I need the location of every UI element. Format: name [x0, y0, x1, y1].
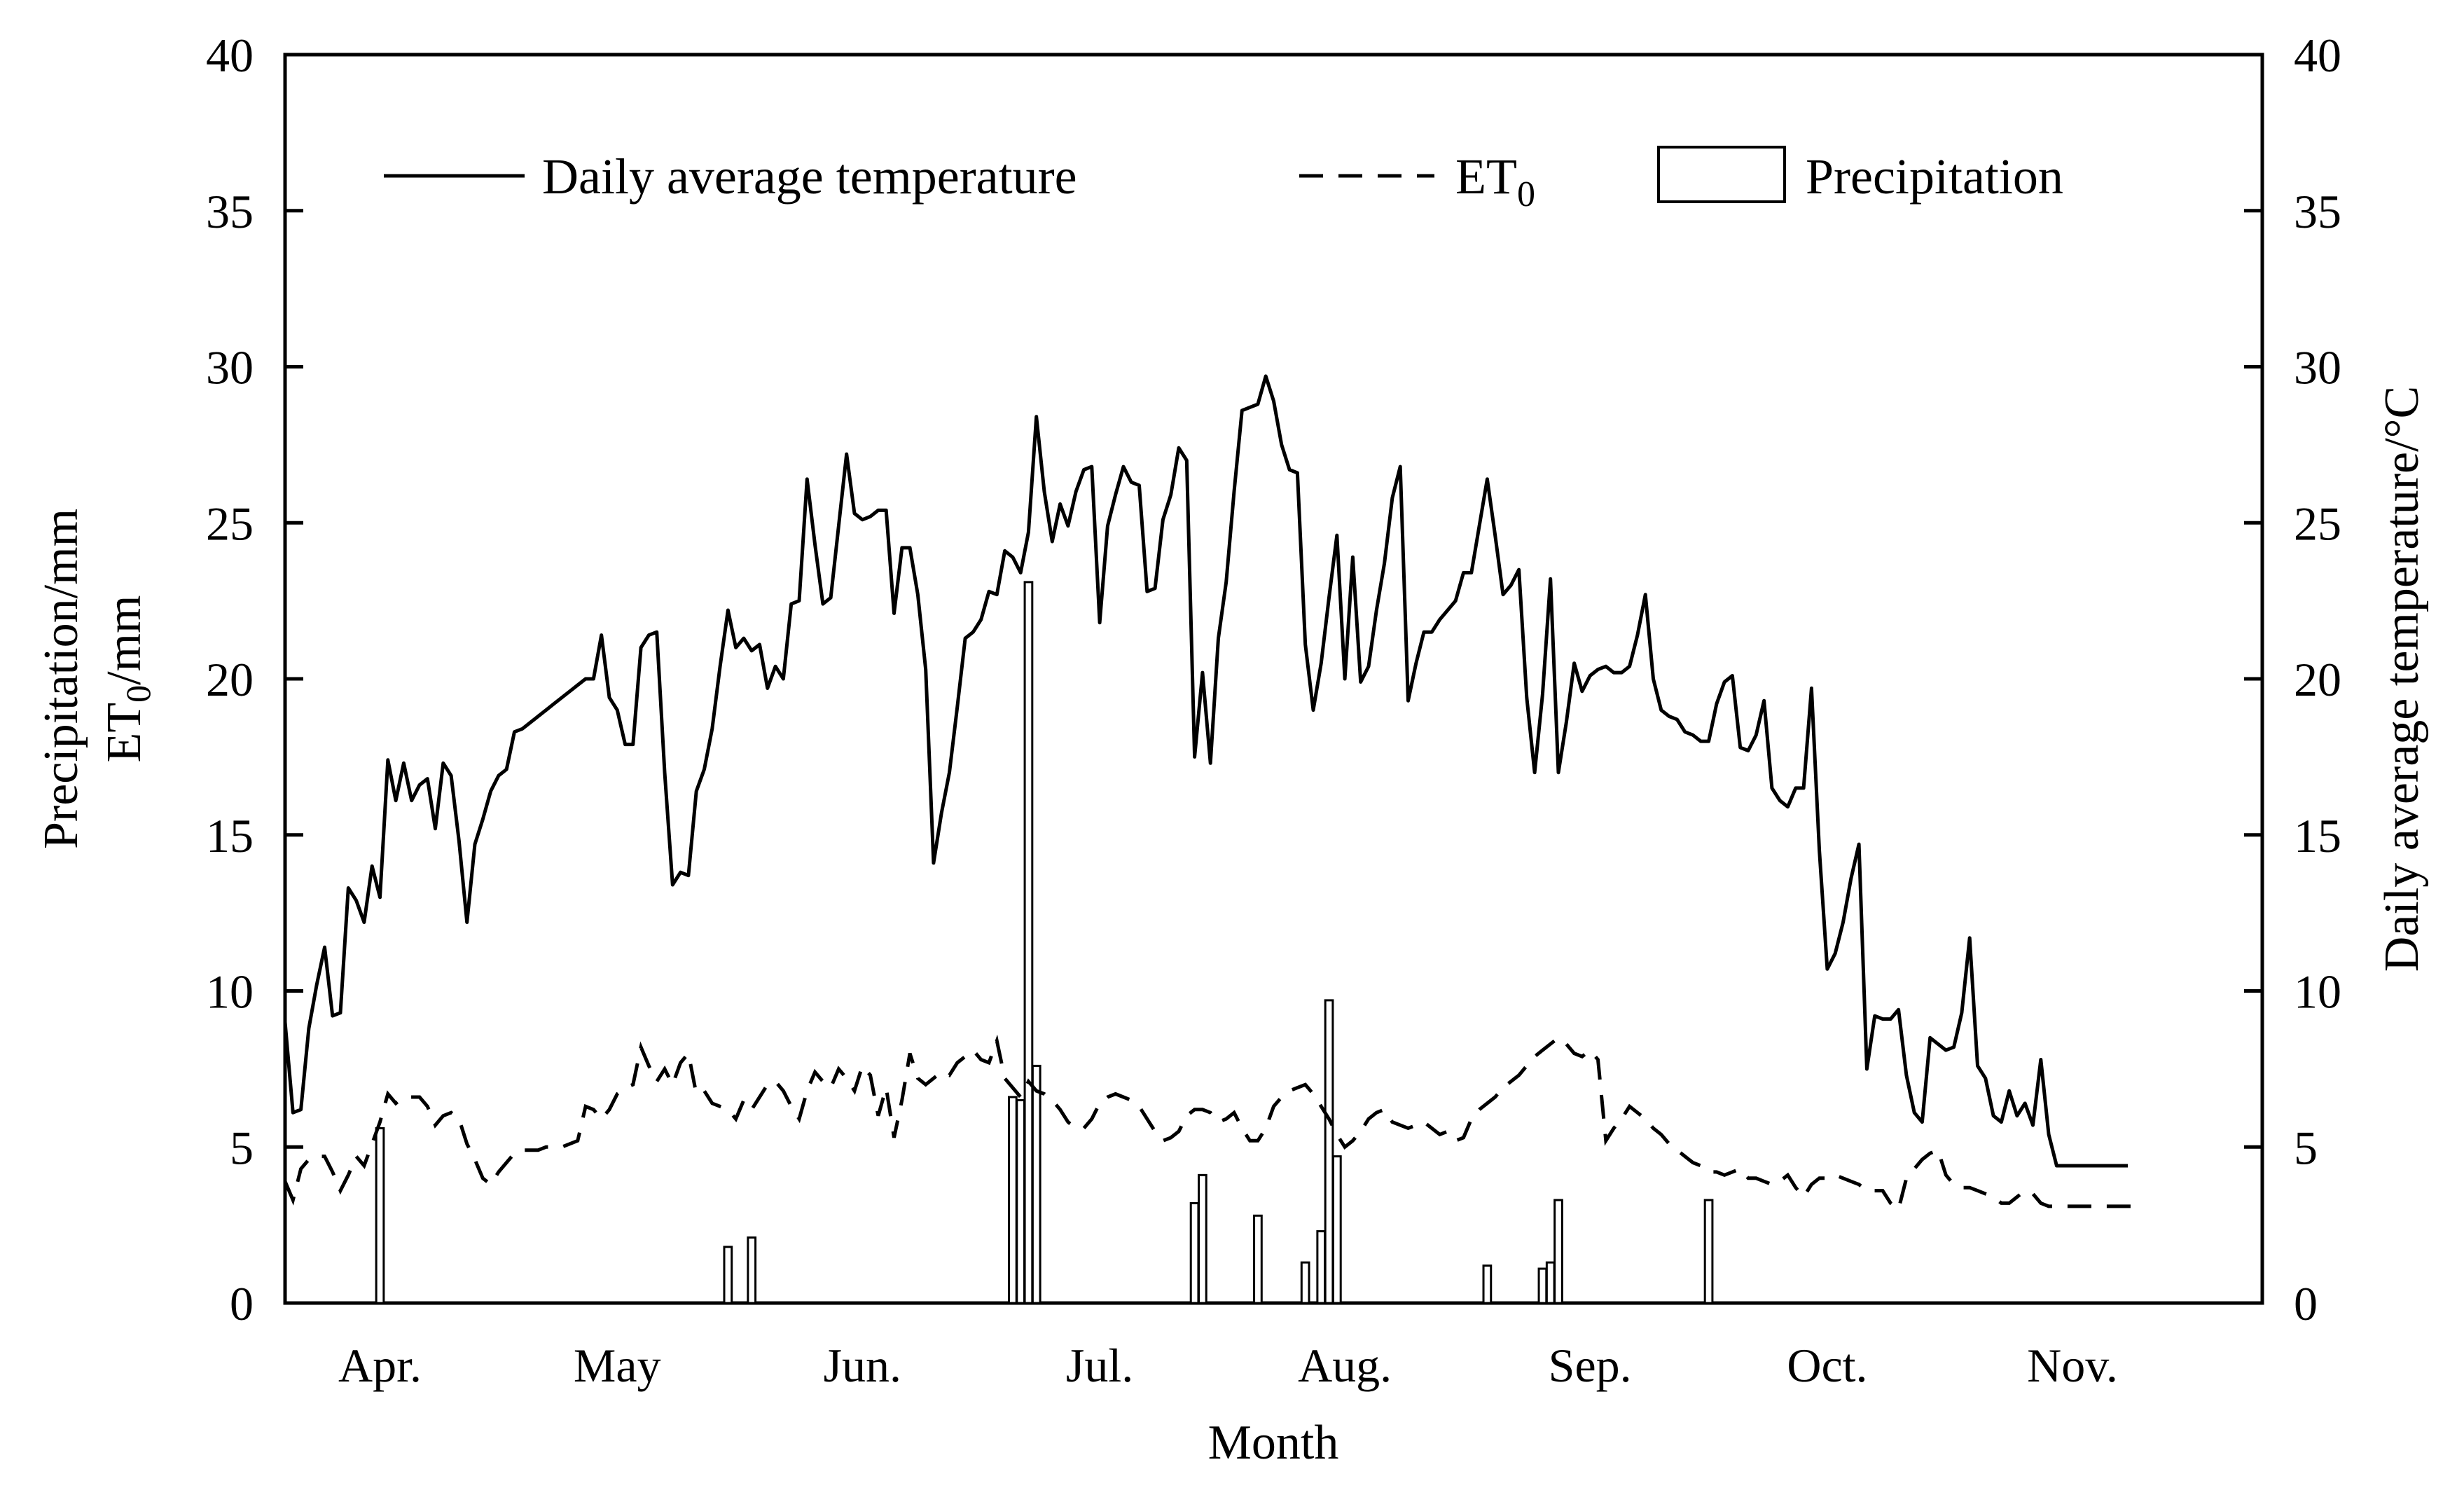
- precipitation-bar: [1316, 1230, 1327, 1304]
- precipitation-bar: [1703, 1199, 1714, 1304]
- month-label: Aug.: [1298, 1339, 1392, 1392]
- right-ytick-label: 20: [2294, 653, 2341, 706]
- precipitation-bar: [1482, 1265, 1493, 1304]
- left-ytick-label: 15: [206, 809, 254, 862]
- left-ytick-label: 0: [230, 1277, 254, 1330]
- month-label: Apr.: [338, 1339, 422, 1392]
- right-ytick-label: 5: [2294, 1121, 2318, 1174]
- month-label: Sep.: [1549, 1339, 1632, 1392]
- legend-temperature-label: Daily average temperature: [542, 149, 1077, 205]
- right-ytick-label: 30: [2294, 341, 2341, 394]
- legend-precipitation-swatch: [1657, 146, 1786, 203]
- left-ytick-label: 5: [230, 1121, 254, 1174]
- left-ytick-label: 40: [206, 29, 254, 82]
- right-ytick-label: 10: [2294, 965, 2341, 1019]
- precipitation-bar: [1324, 999, 1334, 1304]
- precipitation-bar: [1023, 581, 1034, 1304]
- precipitation-bar: [1031, 1064, 1041, 1304]
- month-label: May: [574, 1339, 661, 1392]
- precipitation-bar: [1016, 1098, 1026, 1304]
- legend: Daily average temperature ET0 Precipitat…: [384, 146, 2063, 214]
- precipitation-bar: [1553, 1199, 1563, 1304]
- legend-et0-label-main: ET: [1455, 149, 1517, 205]
- legend-precipitation-label: Precipitation: [1806, 149, 2063, 205]
- precipitation-bar: [1253, 1214, 1263, 1304]
- left-ytick-label: 10: [206, 965, 254, 1019]
- month-label: Oct.: [1787, 1339, 1867, 1392]
- right-ytick-label: 35: [2294, 185, 2341, 238]
- right-ytick-label: 25: [2294, 497, 2341, 550]
- precipitation-bar: [1545, 1261, 1556, 1304]
- precipitation-bar: [747, 1236, 757, 1304]
- month-label: Jun.: [824, 1339, 901, 1392]
- precipitation-bar: [1008, 1096, 1018, 1304]
- legend-et0-label-sub: 0: [1517, 174, 1535, 214]
- precipitation-bar: [1537, 1267, 1548, 1304]
- left-ytick-label: 25: [206, 497, 254, 550]
- right-ytick-label: 0: [2294, 1277, 2318, 1330]
- precipitation-bar: [1189, 1201, 1200, 1304]
- month-label: Jul.: [1066, 1339, 1133, 1392]
- precipitation-bar: [723, 1246, 733, 1304]
- right-axis-title: Daily average temperature/°C: [2375, 386, 2429, 972]
- axis-ticks: 0 5 10 15 20 25 30 35 40 0 5 10 15 20 25 30 35 40 Apr. May J…: [206, 29, 2341, 1392]
- temperature-series-line: [283, 374, 2128, 1168]
- precipitation-bar: [1300, 1261, 1310, 1304]
- left-axis-title-et0: ET0/mm: [97, 595, 158, 763]
- legend-et0-label: ET0: [1455, 149, 1535, 214]
- precipitation-bars: [375, 581, 1714, 1304]
- month-label: Nov.: [2027, 1339, 2118, 1392]
- et0-series-line: [283, 1034, 2144, 1213]
- left-axis-title-precipitation: Precipitation/mm: [34, 509, 88, 849]
- precipitation-bar: [1198, 1173, 1207, 1304]
- left-ytick-label: 20: [206, 653, 254, 706]
- left-ytick-label: 35: [206, 185, 254, 238]
- right-ytick-label: 15: [2294, 809, 2341, 862]
- precipitation-bar: [375, 1127, 385, 1304]
- x-axis-title: Month: [1208, 1416, 1339, 1470]
- right-ytick-label: 40: [2294, 29, 2341, 82]
- left-ytick-label: 30: [206, 341, 254, 394]
- precipitation-bar: [1331, 1155, 1342, 1304]
